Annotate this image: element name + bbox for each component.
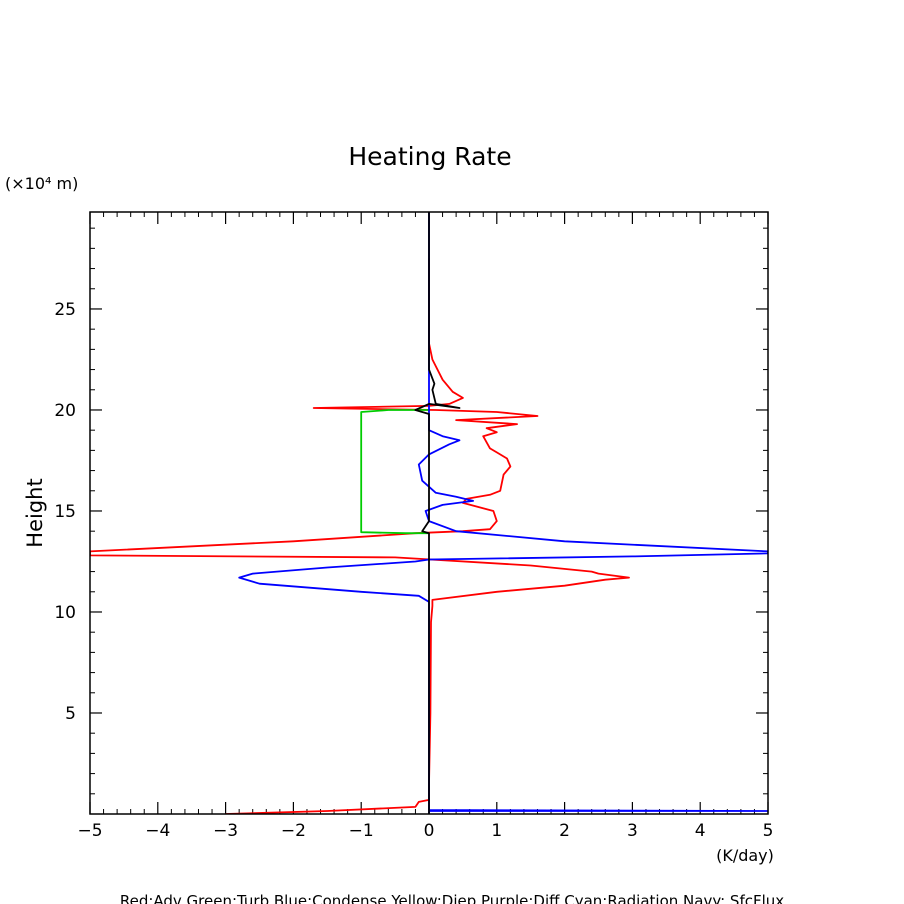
x-tick-label: 5	[763, 821, 774, 841]
y-tick-label: 10	[54, 603, 76, 623]
series-line-condense	[238, 212, 768, 814]
x-tick-label: 2	[559, 821, 570, 841]
x-axis-label: (K/day)	[716, 846, 774, 865]
x-tick-label: −5	[77, 821, 102, 841]
x-tick-label: −1	[349, 821, 374, 841]
plot-frame	[89, 211, 769, 815]
series-line-turb	[360, 409, 429, 535]
x-tick-label: −3	[213, 821, 238, 841]
legend-text: Red:Adv Green:Turb Blue:Condense Yellow:…	[120, 892, 784, 904]
y-axis-label: Height	[23, 478, 47, 547]
x-tick-label: 1	[491, 821, 502, 841]
series-line-sfcflux	[414, 212, 461, 814]
series-group	[90, 212, 768, 814]
x-tick-label: 0	[424, 821, 435, 841]
x-tick-label: −2	[281, 821, 306, 841]
tick-labels: −5 −4 −3 −2 −1 0 1 2 3 4 5 5 10 15 20 25	[54, 300, 773, 841]
x-tick-label: 3	[627, 821, 638, 841]
y-tick-label: 20	[54, 401, 76, 421]
y-tick-label: 15	[54, 502, 76, 522]
x-tick-label: 4	[695, 821, 706, 841]
series-line-adv	[90, 258, 630, 814]
y-unit-label: (×10⁴ m)	[5, 174, 78, 193]
chart-title: Heating Rate	[348, 142, 511, 171]
y-tick-label: 25	[54, 300, 76, 320]
y-tick-label: 5	[65, 704, 76, 724]
x-tick-label: −4	[145, 821, 170, 841]
